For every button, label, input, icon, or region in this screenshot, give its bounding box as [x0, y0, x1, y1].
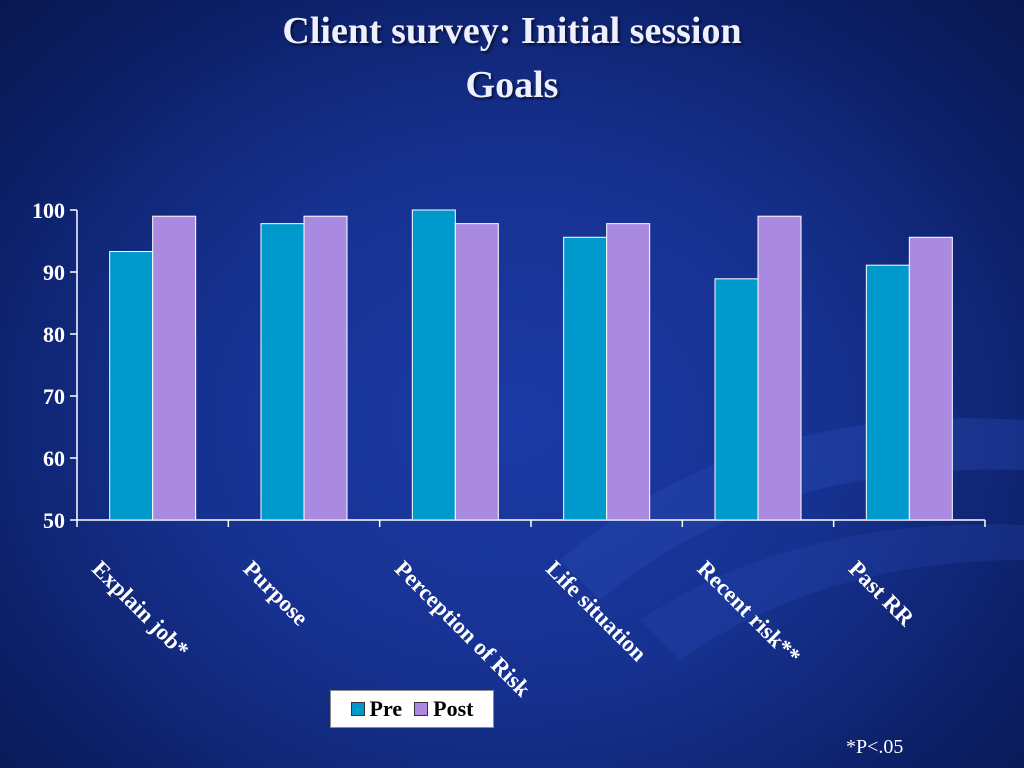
y-tick-label: 100 [32, 198, 65, 223]
category-label-3: Life situation [541, 556, 651, 666]
bar-post-2 [454, 223, 499, 521]
slide-title-line-2: Goals [465, 64, 559, 106]
legend-item-post: Post [414, 696, 473, 722]
chart-axes [70, 209, 986, 527]
significance-footnote: *P<.05 [846, 736, 904, 758]
bar-post-1 [303, 215, 348, 521]
legend-swatch-pre [350, 702, 365, 716]
legend-item-pre: Pre [350, 696, 403, 722]
legend-swatch-post [414, 702, 429, 716]
bar-pre-2 [411, 209, 456, 521]
category-label-0: Explain job* [87, 556, 194, 663]
y-tick-label: 70 [43, 384, 65, 409]
bar-post-5 [908, 236, 953, 521]
y-tick-label: 90 [43, 260, 65, 285]
category-label-1: Purpose [238, 556, 313, 631]
y-tick-label: 50 [43, 508, 65, 533]
category-label-2: Perception of Risk [390, 556, 536, 702]
bar-pre-5 [865, 264, 910, 521]
bar-pre-4 [714, 278, 759, 521]
chart-bars [109, 209, 953, 521]
bar-pre-0 [109, 251, 154, 521]
bar-post-3 [606, 223, 651, 521]
y-tick-label: 80 [43, 322, 65, 347]
bar-pre-1 [260, 223, 305, 521]
legend-label-pre: Pre [369, 696, 403, 721]
chart-legend: Pre Post [330, 690, 494, 728]
bar-pre-3 [563, 236, 608, 521]
y-tick-label: 60 [43, 446, 65, 471]
bar-post-4 [757, 215, 802, 521]
legend-label-post: Post [433, 696, 474, 721]
bar-post-0 [152, 215, 197, 521]
category-label-4: Recent risk** [692, 556, 805, 669]
category-label-5: Past RR [844, 556, 919, 631]
slide-title-line-1: Client survey: Initial session [282, 10, 742, 52]
